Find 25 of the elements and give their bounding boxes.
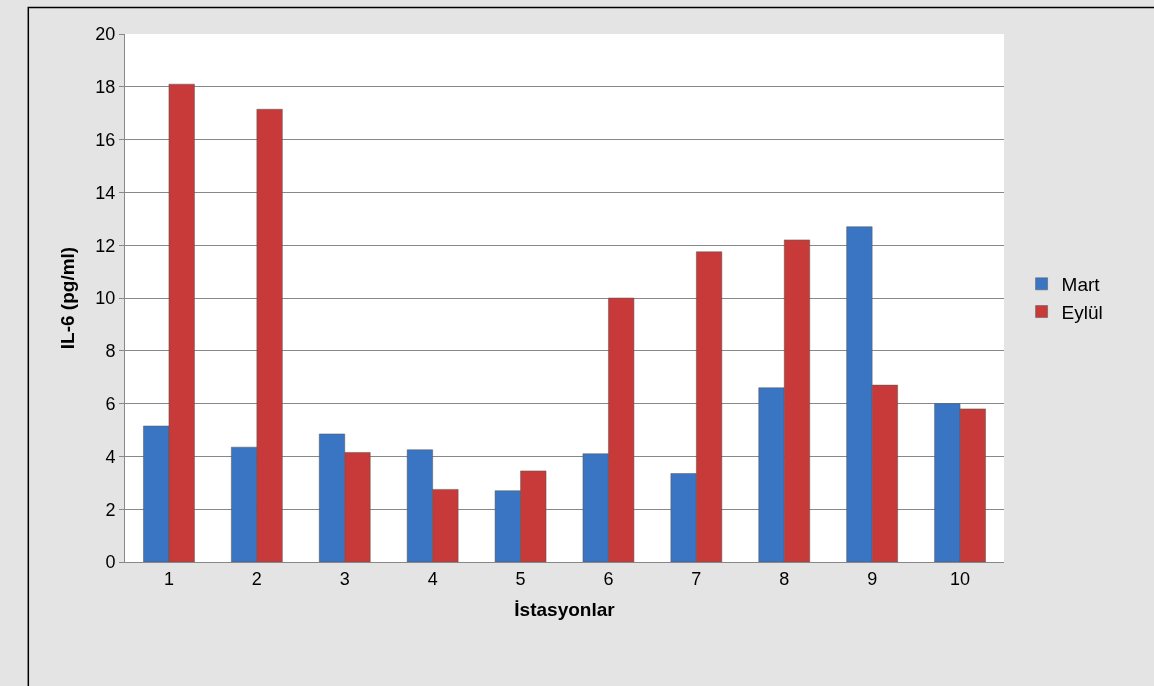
y-axis-title: IL-6 (pg/ml): [57, 246, 79, 350]
x-tick-label: 7: [691, 568, 702, 589]
x-tick-label: 10: [950, 568, 971, 589]
legend-label: Mart: [1061, 274, 1101, 296]
x-tick-label: 9: [867, 568, 878, 589]
x-tick-label: 8: [779, 568, 790, 589]
x-tick-label: 4: [427, 568, 438, 589]
y-tick-label: 4: [105, 446, 116, 467]
y-tick-label: 18: [95, 77, 116, 98]
x-tick-label: 6: [603, 568, 614, 589]
x-tick-label: 2: [251, 568, 262, 589]
y-tick-label: 10: [95, 288, 116, 309]
y-tick-label: 14: [95, 182, 116, 203]
y-tick-label: 12: [95, 235, 116, 256]
x-tick-label: 3: [339, 568, 350, 589]
y-tick-label: 2: [105, 499, 116, 520]
y-tick-label: 20: [95, 24, 116, 45]
y-tick-label: 0: [105, 552, 116, 573]
legend-label: Eylül: [1061, 301, 1103, 323]
y-tick-label: 8: [105, 341, 116, 362]
x-tick-label: 1: [163, 568, 174, 589]
x-axis-title: İstasyonlar: [514, 599, 616, 621]
y-tick-label: 6: [105, 393, 116, 414]
x-tick-label: 5: [515, 568, 526, 589]
y-tick-label: 16: [95, 129, 116, 150]
